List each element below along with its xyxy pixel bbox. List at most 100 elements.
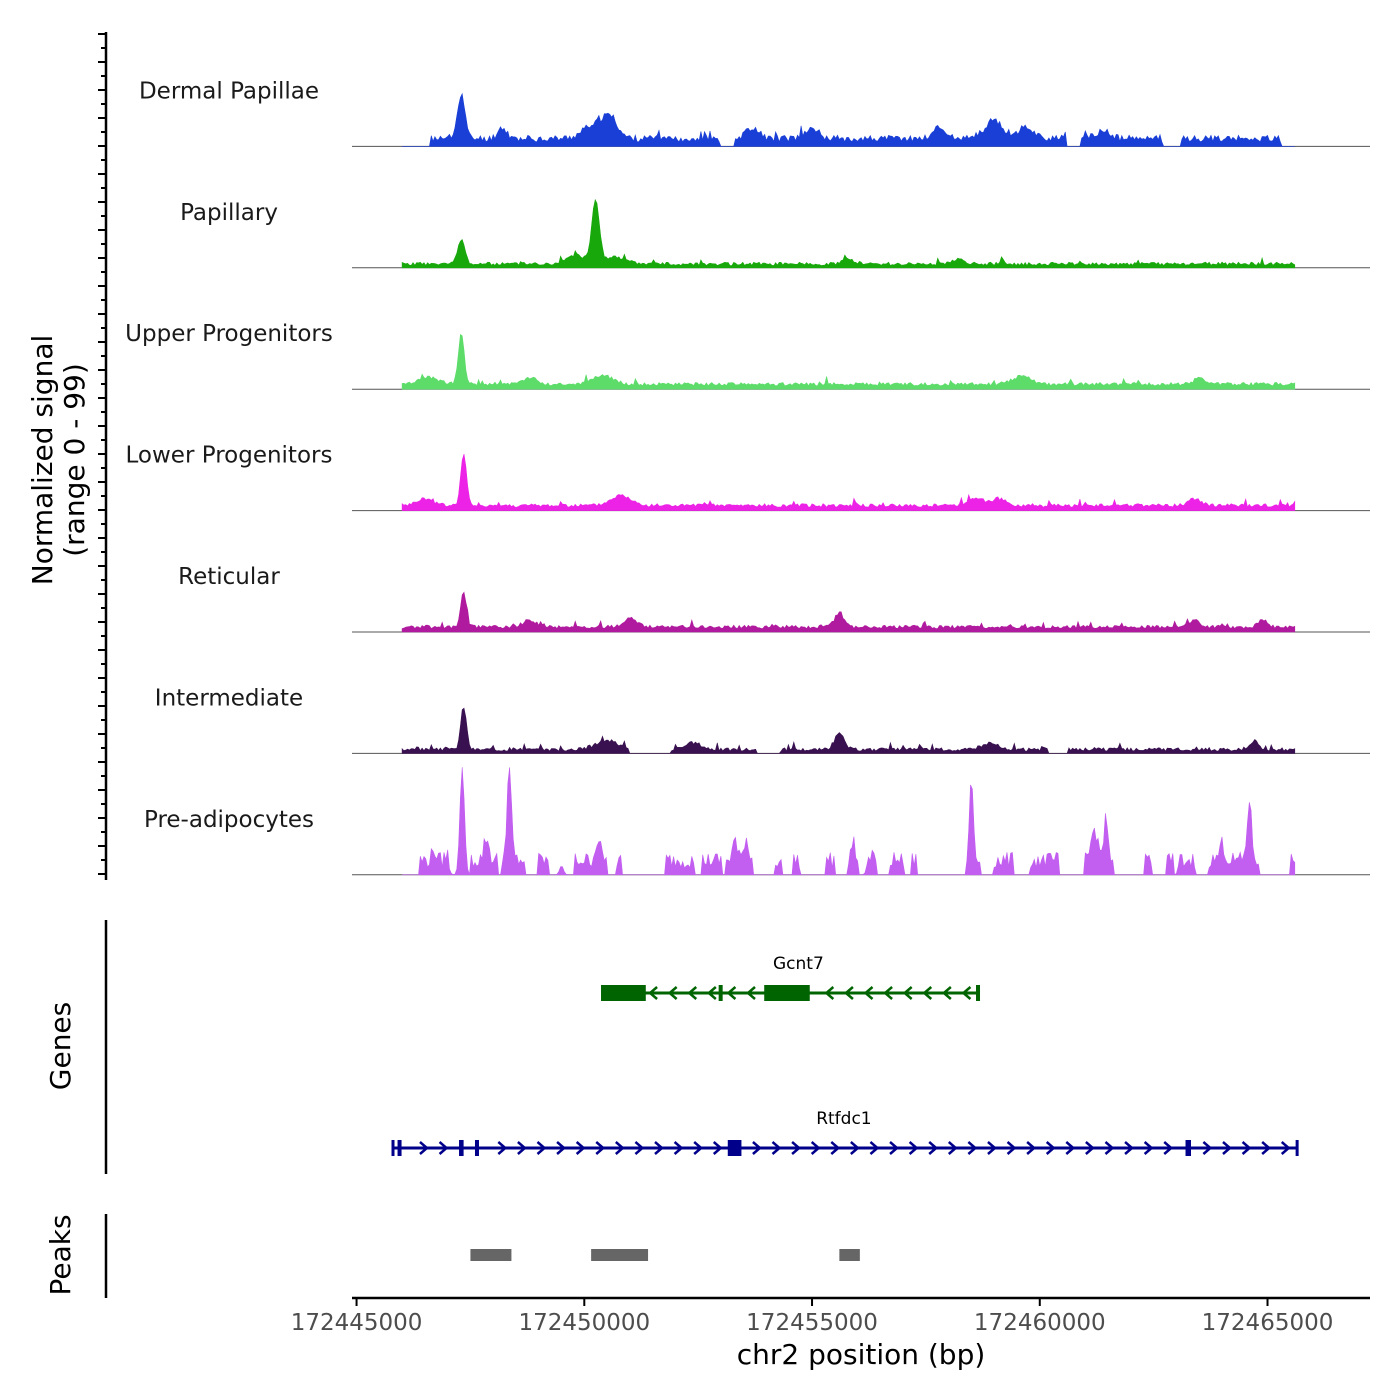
gene-rtfdc1: Rtfdc1 bbox=[391, 1109, 1299, 1156]
gene-tracks: Gcnt7 Rtfdc1 bbox=[391, 954, 1299, 1156]
gene-exon bbox=[474, 1140, 479, 1156]
strand-arrow bbox=[1124, 1141, 1134, 1155]
strand-arrow bbox=[902, 986, 913, 1000]
strand-arrow bbox=[726, 986, 737, 1000]
track-label: Dermal Papillae bbox=[139, 78, 319, 104]
x-tick-label: 172450000 bbox=[518, 1310, 650, 1336]
track-dermal-papillae: Dermal Papillae bbox=[139, 78, 1370, 147]
gene-label: Gcnt7 bbox=[773, 954, 824, 974]
strand-arrow bbox=[922, 986, 933, 1000]
peak-region bbox=[470, 1249, 512, 1261]
strand-arrow bbox=[595, 1141, 606, 1155]
y-axis-title-line1: Normalized signal bbox=[26, 335, 59, 586]
signal-area-reticular bbox=[401, 591, 1296, 633]
x-tick-label: 172465000 bbox=[1202, 1310, 1334, 1336]
gene-gcnt7: Gcnt7 bbox=[601, 954, 981, 1001]
strand-arrow bbox=[869, 1141, 880, 1155]
y-axis-title-line2: (range 0 - 99) bbox=[58, 363, 91, 557]
x-tick-label: 172455000 bbox=[746, 1310, 878, 1336]
track-intermediate: Intermediate bbox=[155, 685, 1370, 754]
strand-arrow bbox=[961, 986, 972, 1000]
strand-arrow bbox=[863, 986, 874, 1000]
strand-arrow bbox=[575, 1141, 586, 1155]
strand-arrow bbox=[687, 986, 698, 1000]
track-label: Pre-adipocytes bbox=[144, 807, 314, 833]
strand-arrow bbox=[1202, 1141, 1213, 1155]
strand-arrow bbox=[1104, 1141, 1115, 1155]
strand-arrow bbox=[928, 1141, 939, 1155]
signal-area-upper-progenitors bbox=[401, 333, 1296, 390]
strand-arrow bbox=[1006, 1141, 1017, 1155]
track-upper-progenitors: Upper Progenitors bbox=[125, 321, 1370, 390]
peak-region bbox=[839, 1249, 860, 1261]
strand-arrow bbox=[648, 986, 658, 1000]
strand-arrow bbox=[497, 1141, 508, 1155]
peaks-title: Peaks bbox=[44, 1214, 77, 1295]
track-label: Upper Progenitors bbox=[125, 321, 333, 347]
track-pre-adipocytes: Pre-adipocytes bbox=[144, 767, 1370, 876]
strand-arrow bbox=[667, 986, 678, 1000]
gene-label: Rtfdc1 bbox=[816, 1109, 871, 1129]
gene-exon bbox=[976, 985, 981, 1001]
strand-arrow bbox=[850, 1141, 860, 1155]
strand-arrow bbox=[752, 1141, 762, 1155]
strand-arrow bbox=[634, 1141, 645, 1155]
track-label: Lower Progenitors bbox=[126, 443, 333, 469]
strand-arrow bbox=[967, 1141, 978, 1155]
strand-arrow bbox=[1222, 1141, 1232, 1155]
track-label: Intermediate bbox=[155, 685, 303, 711]
strand-arrow bbox=[1026, 1141, 1037, 1155]
signal-tracks: Dermal Papillae Papillary Upper Progenitor… bbox=[125, 78, 1370, 876]
strand-arrow bbox=[693, 1141, 704, 1155]
strand-arrow bbox=[746, 986, 756, 1000]
strand-arrow bbox=[908, 1141, 919, 1155]
x-axis-title: chr2 position (bp) bbox=[737, 1338, 986, 1371]
strand-arrow bbox=[517, 1141, 527, 1155]
gene-exon bbox=[727, 1140, 742, 1156]
strand-arrow bbox=[1085, 1141, 1095, 1155]
gene-exon bbox=[1185, 1140, 1191, 1156]
track-label: Reticular bbox=[178, 564, 280, 590]
strand-arrow bbox=[947, 1141, 958, 1155]
signal-area-papillary bbox=[401, 198, 1296, 269]
strand-arrow bbox=[987, 1141, 997, 1155]
strand-arrow bbox=[830, 1141, 841, 1155]
x-tick-label: 172445000 bbox=[291, 1310, 423, 1336]
strand-arrow bbox=[889, 1141, 899, 1155]
gene-exon bbox=[602, 985, 646, 1001]
track-reticular: Reticular bbox=[178, 564, 1370, 633]
signal-y-axis bbox=[98, 32, 108, 880]
strand-arrow bbox=[615, 1141, 625, 1155]
signal-area-dermal-papillae bbox=[402, 92, 1295, 147]
peak-region bbox=[591, 1249, 649, 1261]
gene-exon bbox=[764, 985, 810, 1001]
strand-arrow bbox=[712, 1141, 723, 1155]
strand-arrow bbox=[844, 986, 854, 1000]
gene-exon bbox=[459, 1140, 464, 1156]
genes-title: Genes bbox=[44, 1002, 77, 1090]
track-label: Papillary bbox=[180, 200, 278, 226]
strand-arrow bbox=[1261, 1141, 1272, 1155]
gene-exon bbox=[397, 1140, 402, 1156]
strand-arrow bbox=[1163, 1141, 1174, 1155]
signal-area-pre-adipocytes bbox=[402, 767, 1296, 876]
strand-arrow bbox=[654, 1141, 664, 1155]
strand-arrow bbox=[706, 986, 717, 1000]
track-lower-progenitors: Lower Progenitors bbox=[126, 443, 1370, 512]
strand-arrow bbox=[438, 1141, 449, 1155]
strand-arrow bbox=[419, 1141, 429, 1155]
strand-arrow bbox=[791, 1141, 802, 1155]
x-axis-ticks: 172445000 172450000 172455000 172460000 1724… bbox=[291, 1298, 1334, 1336]
strand-arrow bbox=[556, 1141, 566, 1155]
strand-arrow bbox=[771, 1141, 782, 1155]
strand-arrow bbox=[810, 1141, 821, 1155]
track-papillary: Papillary bbox=[180, 198, 1370, 269]
strand-arrow bbox=[1241, 1141, 1252, 1155]
strand-arrow bbox=[536, 1141, 547, 1155]
strand-arrow bbox=[673, 1141, 684, 1155]
strand-arrow bbox=[1065, 1141, 1076, 1155]
gene-exon bbox=[718, 985, 723, 1001]
strand-arrow bbox=[1280, 1141, 1291, 1155]
